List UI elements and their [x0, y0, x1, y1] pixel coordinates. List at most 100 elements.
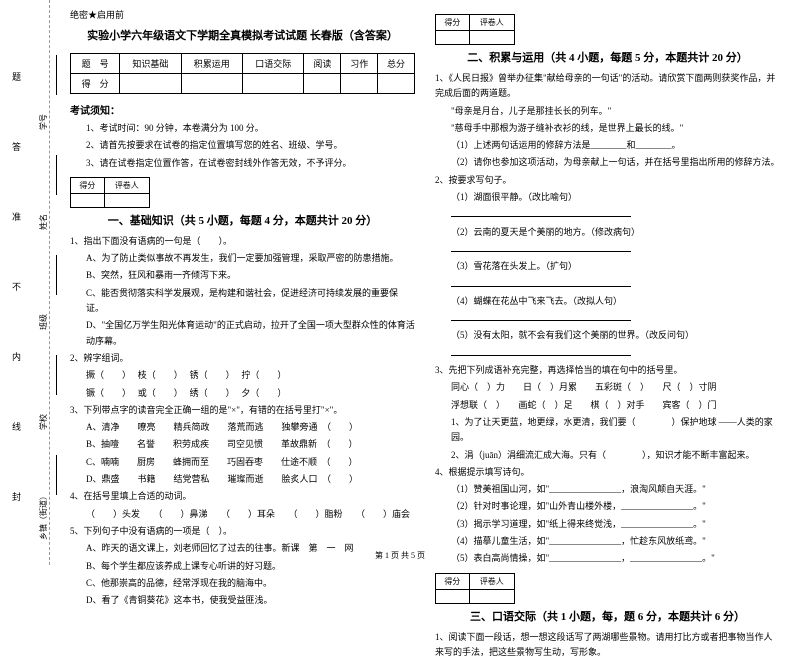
s2q4-4: （4）描摹儿童生活，如"________________，忙趁东风放纸鸢。" — [435, 534, 780, 549]
binding-uline — [47, 155, 57, 195]
s2q4-stem: 4、根据提示填写诗句。 — [435, 465, 780, 480]
s1q2-r0: 撅（ ） 枝（ ） 锈（ ） 拧（ ） — [70, 368, 415, 383]
c: 拧（ ） — [241, 370, 286, 380]
th-1: 知识基础 — [120, 54, 181, 74]
binding-label-1: 学校 — [38, 414, 49, 430]
side-char-6: 题 — [12, 70, 21, 83]
cell — [378, 74, 415, 94]
s1q5-d: D、看了《青铜葵花》这本书，使我受益匪浅。 — [70, 593, 415, 608]
sb-c2: 评卷人 — [469, 573, 514, 589]
score-box-1: 得分评卷人 — [70, 177, 150, 208]
s1q3-c: C、喃喃 厨房 蜂拥而至 巧固吞枣 仕途不顺 （ ） — [70, 455, 415, 470]
sb-e — [436, 589, 470, 603]
s1q4-line: （ ）头发 （ ）鼻涕 （ ）耳朵 （ ）脂粉 （ ）庙会 — [70, 507, 415, 522]
s1q1-stem: 1、指出下面没有语病的一句是（ ）。 — [70, 234, 415, 249]
s1q3-a: A、清净 嘹亮 精兵简政 落荒而逃 独攀旁通 （ ） — [70, 420, 415, 435]
binding-uline — [47, 55, 57, 95]
s2q1-stem: 1、《人民日报》曾举办征集"献给母亲的一句话"的活动。请欣赏下面两则获奖作品，并… — [435, 71, 780, 102]
s3q1: 1、阅读下面一段话，想一想这段话写了两湖哪些景物。请用打比方或者把事物当作人来写… — [435, 630, 780, 660]
c: 夕（ ） — [241, 388, 286, 398]
sb-e — [469, 31, 514, 45]
s2q1-l2: （1）上述两句话运用的修辞方法是________和________。 — [435, 138, 780, 153]
s2q3-r0: 同心（ ）力 日（ ）月累 五彩斑（ ） 尺（ ）寸阴 — [435, 380, 780, 395]
cell — [341, 74, 378, 94]
s2q2-5: （5）没有太阳，就不会有我们这个美丽的世界。（改反问句） — [435, 328, 780, 343]
binding-uline — [47, 355, 57, 395]
section1-title: 一、基础知识（共 5 小题，每题 4 分，本题共计 20 分） — [70, 212, 415, 228]
section3-title: 三、口语交际（共 1 小题，每，题 6 分，本题共计 6 分） — [435, 608, 780, 624]
s2q4-3: （3）揭示学习道理，如"纸上得来终觉浅，________________。" — [435, 517, 780, 532]
s2q2-stem: 2、按要求写句子。 — [435, 173, 780, 188]
page-footer: 第 1 页 共 5 页 — [0, 550, 800, 561]
sb-c2: 评卷人 — [104, 177, 149, 193]
s2q2-1: （1）湖面很平静。（改比喻句） — [435, 190, 780, 205]
c: 锈（ ） — [190, 370, 231, 380]
th-5: 习作 — [341, 54, 378, 74]
cell — [242, 74, 303, 94]
binding-uline — [47, 455, 57, 495]
c: 镢（ ） — [86, 388, 127, 398]
s1q2-stem: 2、辨字组词。 — [70, 351, 415, 366]
blank-line — [451, 277, 631, 287]
s1q1-d: D、"全国亿万学生阳光体育运动"的正式启动，拉开了全国一项大型群众性的体育活动序… — [70, 318, 415, 349]
sb-e — [436, 31, 470, 45]
s2q3-s0: 1、为了让天更蓝，地更绿，水更清，我们要（ ）保护地球 ——人类的家园。 — [435, 415, 780, 446]
side-char-2: 内 — [12, 350, 21, 363]
sb-c1: 得分 — [436, 573, 470, 589]
s1q5-c: C、他那崇高的品德，经常浮现在我的脑海中。 — [70, 576, 415, 591]
s1q3-d: D、鼎盛 书籍 结党营私 璀璨而逝 脍炙人口 （ ） — [70, 472, 415, 487]
c: 枝（ ） — [138, 370, 179, 380]
s2q3-r1: 浮想联（ ） 画蛇（ ）足 棋（ ）对手 宾客（ ）门 — [435, 398, 780, 413]
blank-line — [451, 346, 631, 356]
s1q1-b: B、突然，狂风和暴雨一齐倾泻下来。 — [70, 268, 415, 283]
notice-1: 1、考试时间：90 分钟，本卷满分为 100 分。 — [70, 121, 415, 136]
s2q2-2: （2）云南的夏天是个美丽的地方。（修改病句） — [435, 225, 780, 240]
s2q1-l1: "慈母手中那根为游子缝补衣衫的线，是世界上最长的线。" — [435, 121, 780, 136]
th-0: 题 号 — [71, 54, 120, 74]
side-char-3: 不 — [12, 280, 21, 293]
blank-line — [451, 242, 631, 252]
binding-label-4: 学号 — [38, 114, 49, 130]
section2-title: 二、积累与运用（共 4 小题，每题 5 分，本题共计 20 分） — [435, 49, 780, 65]
th-2: 积累运用 — [181, 54, 242, 74]
sb-c1: 得分 — [436, 15, 470, 31]
s1q3-stem: 3、下列带点字的读音完全正确一组的是"×"，有错的在括号里打"×"。 — [70, 403, 415, 418]
page-title: 实验小学六年级语文下学期全真模拟考试试题 长春版（含答案） — [70, 27, 415, 43]
s1q1-a: A、为了防止类似事故不再发生，我们一定要加强管理，采取严密的防患措施。 — [70, 251, 415, 266]
side-char-0: 封 — [12, 490, 21, 503]
binding-uline — [47, 255, 57, 295]
binding-label-2: 班级 — [38, 314, 49, 330]
s1q4-stem: 4、在括号里填上合适的动词。 — [70, 489, 415, 504]
s2q1-l3: （2）请你也参加这项活动，为母亲献上一句话，并在括号里指出所用的修辞方法。 — [435, 155, 780, 170]
notice-title: 考试须知： — [70, 102, 415, 117]
sb-e — [104, 193, 149, 207]
cell — [304, 74, 341, 94]
score-header-table: 题 号 知识基础 积累运用 口语交际 阅读 习作 总分 得 分 — [70, 53, 415, 94]
secret-label: 绝密★启用前 — [70, 8, 415, 21]
c: 撅（ ） — [86, 370, 127, 380]
side-char-5: 答 — [12, 140, 21, 153]
row-label: 得 分 — [71, 74, 120, 94]
s2q4-1: （1）赞美祖国山河，如"________________，浪淘风颠自天涯。" — [435, 482, 780, 497]
blank-line — [451, 207, 631, 217]
binding-label-3: 姓名 — [38, 214, 49, 230]
th-3: 口语交际 — [242, 54, 303, 74]
sb-e — [469, 589, 514, 603]
s1q3-b: B、抽噎 名誉 积劳成疾 司空见惯 革故鼎新 （ ） — [70, 437, 415, 452]
s2q3-stem: 3、先把下列成语补充完整，再选择恰当的填在句中的括号里。 — [435, 363, 780, 378]
th-4: 阅读 — [304, 54, 341, 74]
s2q2-4: （4）蝴蝶在花丛中飞来飞去。（改拟人句） — [435, 294, 780, 309]
c: 绣（ ） — [190, 388, 231, 398]
binding-label-0: 乡镇（街道） — [38, 492, 49, 540]
s2q1-l0: "母亲是月台，儿子是那挂长长的列车。" — [435, 104, 780, 119]
s1q2-r1: 镢（ ） 或（ ） 绣（ ） 夕（ ） — [70, 386, 415, 401]
score-box-2: 得分评卷人 — [435, 14, 515, 45]
s2q2-3: （3）雪花落在头发上。（扩句） — [435, 259, 780, 274]
side-char-4: 准 — [12, 210, 21, 223]
notice-3: 3、请在试卷指定位置作答，在试卷密封线外作答无效，不予评分。 — [70, 156, 415, 171]
side-char-1: 线 — [12, 420, 21, 433]
s2q4-2: （2）针对时事论理，如"山外青山楼外楼，________________。" — [435, 499, 780, 514]
th-6: 总分 — [378, 54, 415, 74]
cell — [120, 74, 181, 94]
s2q3-s1: 2、涓（juān）涓细流汇成大海。只有（ ），知识才能不断丰富起来。 — [435, 448, 780, 463]
